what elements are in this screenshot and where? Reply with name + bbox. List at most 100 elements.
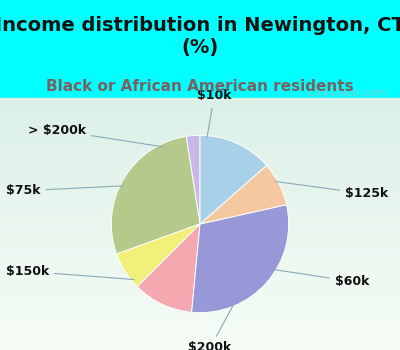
Bar [0,244,400,247]
Text: $200k: $200k [188,303,234,350]
Wedge shape [186,135,200,224]
Bar [0,174,400,176]
Bar [0,267,400,270]
Bar [0,191,400,194]
Bar [0,146,400,148]
Bar [0,169,400,171]
Bar [0,262,400,264]
Bar [0,209,400,211]
Bar [0,330,400,332]
Bar [0,222,400,224]
Text: $125k: $125k [275,181,388,200]
Bar [0,247,400,249]
Bar [0,259,400,262]
Bar [0,282,400,285]
Bar [0,123,400,126]
Bar [0,108,400,111]
Bar [0,153,400,156]
Bar [0,300,400,302]
Bar [0,194,400,196]
Bar [0,171,400,174]
Bar [0,279,400,282]
Bar [0,264,400,267]
Bar [0,249,400,252]
Bar [0,184,400,186]
Bar [0,156,400,159]
Bar [0,159,400,161]
Bar [0,118,400,121]
Bar [0,312,400,315]
Bar [0,289,400,292]
Text: $10k: $10k [197,90,231,137]
Text: Black or African American residents: Black or African American residents [46,79,354,94]
Bar [0,100,400,103]
Bar [0,126,400,128]
Bar [0,111,400,113]
Bar [0,133,400,136]
Text: $150k: $150k [6,265,134,280]
Bar [0,348,400,350]
Bar [0,166,400,169]
Text: $60k: $60k [274,270,370,288]
Bar [0,239,400,241]
Bar [0,310,400,312]
Bar [0,304,400,307]
Bar [0,131,400,133]
Wedge shape [200,165,286,224]
Wedge shape [192,205,289,313]
Bar [0,287,400,289]
Bar [0,224,400,226]
Wedge shape [137,224,200,312]
Wedge shape [116,224,200,287]
Bar [0,98,400,100]
Bar [0,121,400,123]
Wedge shape [111,136,200,254]
Bar [0,241,400,244]
Bar [0,274,400,277]
Bar [0,292,400,295]
Bar [0,270,400,272]
Bar [0,320,400,322]
Bar [0,327,400,330]
Wedge shape [200,135,266,224]
Bar [0,211,400,214]
Bar [0,229,400,232]
Bar [0,254,400,257]
Bar [0,201,400,204]
Bar [0,161,400,163]
Text: $75k: $75k [6,184,122,197]
Bar [0,163,400,166]
Bar [0,189,400,191]
Text: > $200k: > $200k [28,124,162,147]
Bar [0,226,400,229]
Bar [0,219,400,222]
Bar [0,234,400,237]
Bar [0,204,400,206]
Bar [0,337,400,340]
Bar [0,295,400,297]
Bar [0,103,400,106]
Bar [0,342,400,345]
Bar [0,186,400,189]
Bar [0,199,400,201]
Bar [0,138,400,141]
Bar [0,340,400,342]
Bar [0,332,400,335]
Bar [0,252,400,254]
Bar [0,176,400,178]
Bar [0,345,400,348]
Bar [0,136,400,138]
Bar [0,277,400,279]
Bar [0,206,400,209]
Bar [0,317,400,320]
Bar [0,307,400,310]
Bar [0,335,400,337]
Bar [0,128,400,131]
Bar [0,106,400,108]
Bar [0,285,400,287]
Bar [0,151,400,153]
Bar [0,257,400,259]
Bar [0,216,400,219]
Bar [0,302,400,304]
Bar [0,232,400,234]
